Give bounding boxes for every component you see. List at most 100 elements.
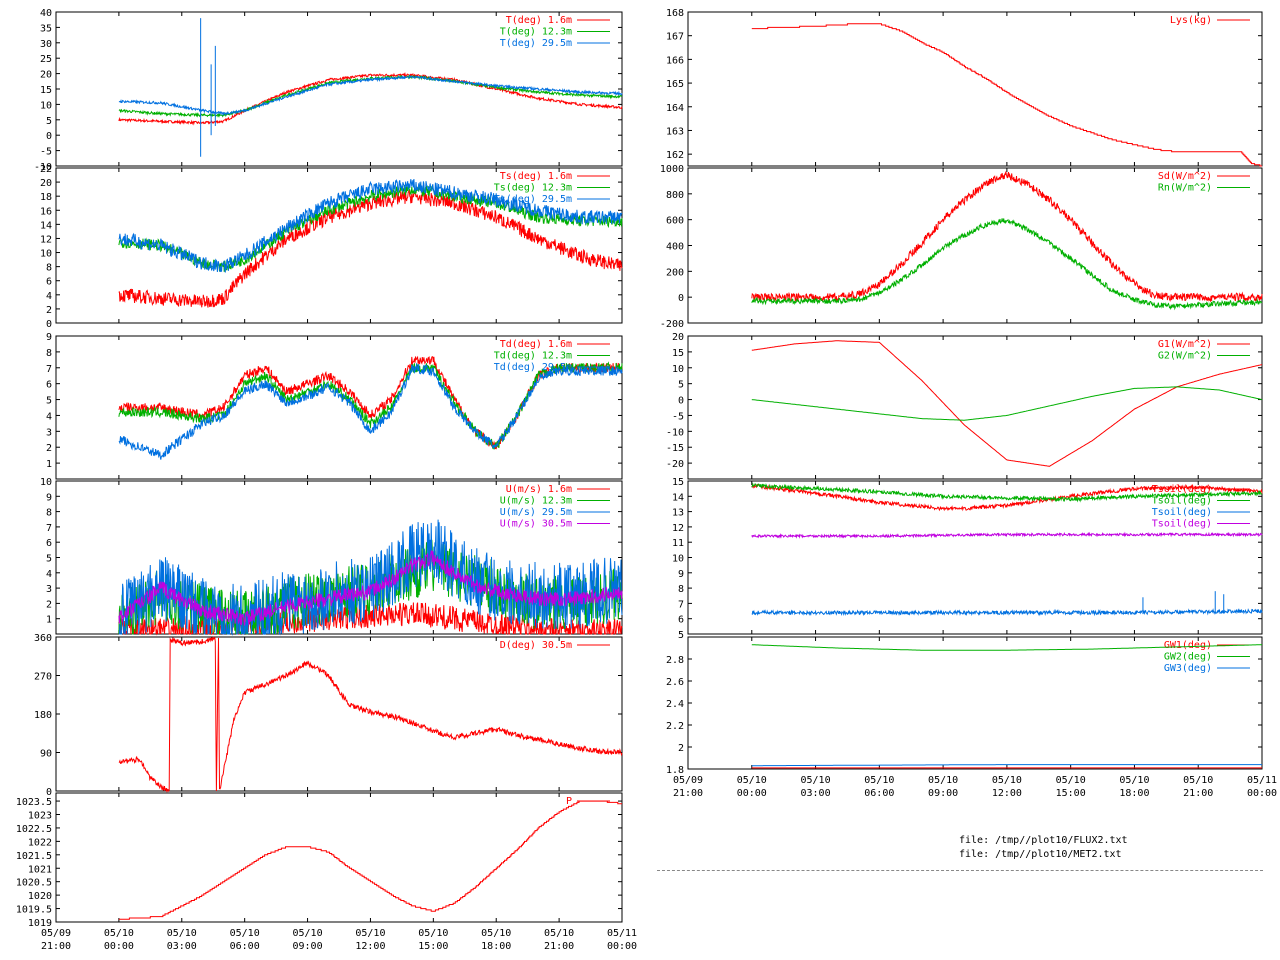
series-line-1 — [751, 483, 1263, 512]
x-tick-date: 05/10 — [544, 928, 574, 939]
series-line-1 — [118, 800, 622, 920]
y-tick-label: 14 — [40, 220, 52, 231]
panel-8: -200 0 200 400 600 800 1000 Sd(W/m^2)Rn(W/m^2) — [660, 164, 1263, 330]
legend-label: G2(W/m^2) — [1158, 351, 1212, 362]
x-tick-date: 05/09 — [673, 775, 703, 786]
y-tick-label: 600 — [666, 216, 684, 227]
y-tick-label: 800 — [666, 190, 684, 201]
y-tick-label: 7 — [678, 599, 684, 610]
series-line-1 — [118, 636, 623, 793]
x-tick-date: 05/10 — [230, 928, 260, 939]
y-tick-label: 9 — [678, 569, 684, 580]
x-tick-time: 21:00 — [673, 788, 703, 799]
y-tick-label: 10 — [40, 477, 52, 488]
y-tick-label: 40 — [40, 8, 52, 19]
legend-label: Tsoil(deg) — [1152, 519, 1212, 530]
series-line-2 — [118, 74, 623, 118]
y-tick-label: 163 — [666, 126, 684, 137]
legend-label: U(m/s) 29.5m — [500, 507, 572, 518]
x-tick-time: 12:00 — [992, 788, 1022, 799]
y-tick-label: 12 — [672, 523, 684, 534]
y-tick-label: 1023.5 — [16, 797, 52, 808]
panel-frame — [687, 335, 1263, 480]
y-tick-label: 4 — [46, 569, 52, 580]
x-tick-time: 21:00 — [544, 941, 574, 952]
y-tick-label: 6 — [678, 615, 684, 626]
x-tick-time: 09:00 — [928, 788, 958, 799]
panel-frame — [687, 11, 1263, 167]
panel-7: 162 163 164 165 166 167 168 Lys(kg) — [666, 8, 1263, 167]
legend-label: Td(deg) 12.3m — [494, 351, 572, 362]
y-tick-label: 1022 — [28, 837, 52, 848]
y-tick-label: 11 — [672, 538, 684, 549]
legend-label: Tsoil(deg) — [1152, 496, 1212, 507]
y-tick-label: 4 — [46, 411, 52, 422]
y-tick-label: 400 — [666, 242, 684, 253]
y-tick-label: 9 — [46, 492, 52, 503]
legend-label: G1(W/m^2) — [1158, 339, 1212, 350]
y-tick-label: 14 — [672, 492, 684, 503]
y-tick-label: 1022.5 — [16, 824, 52, 835]
y-tick-label: 3 — [46, 584, 52, 595]
legend-label: T(deg) 29.5m — [500, 38, 572, 49]
divider-line — [657, 870, 1263, 871]
series-line-2 — [751, 386, 1263, 421]
y-tick-label: 200 — [666, 267, 684, 278]
series-line-3 — [118, 362, 623, 460]
series-line-4 — [751, 531, 1263, 540]
x-tick-date: 05/11 — [607, 928, 637, 939]
legend-label: P — [566, 796, 572, 807]
x-tick-date: 05/10 — [481, 928, 511, 939]
y-tick-label: 166 — [666, 55, 684, 66]
y-tick-label: 20 — [672, 332, 684, 343]
y-tick-label: 18 — [40, 192, 52, 203]
legend-label: GW1(deg) — [1164, 640, 1212, 651]
y-tick-label: 1023 — [28, 811, 52, 822]
y-tick-label: 3 — [46, 427, 52, 438]
panel-frame — [55, 335, 623, 480]
legend-label: Ts(deg) 29.5m — [494, 194, 572, 205]
legend-label: Ts(deg) 12.3m — [494, 183, 572, 194]
y-tick-label: 168 — [666, 8, 684, 19]
x-tick-time: 15:00 — [418, 941, 448, 952]
y-tick-label: 4 — [46, 291, 52, 302]
panel-frame — [55, 636, 623, 792]
legend-label: Tsoil(deg) — [1152, 507, 1212, 518]
y-tick-label: 1 — [46, 459, 52, 470]
y-tick-label: 2.8 — [666, 655, 684, 666]
y-tick-label: 20 — [40, 178, 52, 189]
y-tick-label: 165 — [666, 79, 684, 90]
x-tick-date: 05/10 — [293, 928, 323, 939]
x-tick-date: 05/10 — [928, 775, 958, 786]
x-tick-time: 03:00 — [801, 788, 831, 799]
legend-label: D(deg) 30.5m — [500, 640, 572, 651]
series-line-2 — [751, 218, 1263, 311]
y-tick-label: 9 — [46, 332, 52, 343]
y-tick-label: 0 — [678, 293, 684, 304]
series-line-3 — [118, 74, 623, 117]
x-tick-date: 05/10 — [864, 775, 894, 786]
y-tick-label: 2 — [46, 599, 52, 610]
y-tick-label: -15 — [666, 443, 684, 454]
x-tick-date: 05/10 — [737, 775, 767, 786]
x-tick-date: 05/11 — [1247, 775, 1277, 786]
y-tick-label: -200 — [660, 319, 684, 330]
y-tick-label: 0 — [46, 787, 52, 798]
series-line-1 — [118, 355, 623, 450]
y-tick-label: 25 — [40, 54, 52, 65]
x-tick-time: 18:00 — [481, 941, 511, 952]
panel-frame — [55, 167, 623, 324]
y-tick-label: 8 — [46, 348, 52, 359]
x-tick-time: 00:00 — [737, 788, 767, 799]
y-tick-label: 0 — [678, 396, 684, 407]
y-tick-label: 10 — [672, 364, 684, 375]
y-tick-label: 90 — [40, 749, 52, 760]
legend-label: Sd(W/m^2) — [1158, 171, 1212, 182]
legend-label: Td(deg) 29.5m — [494, 362, 572, 373]
file-label-flux: file: /tmp//plot10/FLUX2.txt — [959, 835, 1128, 846]
x-tick-date: 05/10 — [1183, 775, 1213, 786]
legend-label: Rn(W/m^2) — [1158, 183, 1212, 194]
y-tick-label: 164 — [666, 103, 684, 114]
